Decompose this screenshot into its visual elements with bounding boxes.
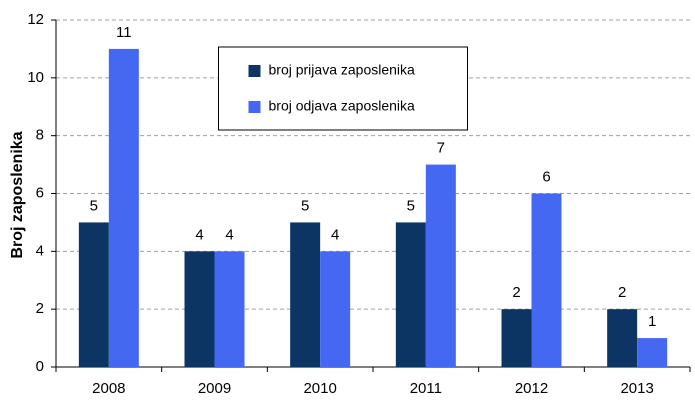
bar: [78, 222, 109, 367]
data-label: 1: [648, 313, 656, 330]
y-tick-label: 2: [36, 300, 44, 317]
bar: [214, 251, 245, 367]
x-tick-label: 2008: [92, 380, 125, 397]
bar: [637, 338, 668, 367]
x-tick-label: 2010: [303, 380, 336, 397]
data-label: 7: [437, 140, 445, 157]
x-tick-label: 2011: [410, 380, 442, 397]
y-tick-label: 8: [36, 127, 44, 144]
bar: [607, 309, 638, 367]
bar: [290, 222, 321, 367]
y-axis-label: Broj zaposlenika: [9, 131, 26, 258]
y-tick-label: 0: [36, 358, 44, 375]
bar: [501, 309, 532, 367]
y-tick-label: 12: [27, 11, 44, 28]
legend-box: [218, 46, 468, 131]
data-label: 6: [542, 168, 550, 185]
x-tick-label: 2013: [620, 380, 653, 397]
bar: [184, 251, 215, 367]
x-tick-label: 2012: [515, 380, 548, 397]
data-label: 2: [512, 284, 520, 301]
bar: [108, 48, 139, 368]
bar: [395, 222, 426, 367]
y-tick-label: 6: [36, 184, 44, 201]
legend-label: broj odjava zaposlenika: [269, 98, 416, 114]
bar: [531, 193, 562, 367]
bar: [425, 164, 456, 367]
data-label: 5: [407, 197, 415, 214]
data-label: 5: [90, 197, 98, 214]
legend-label: broj prijava zaposlenika: [269, 62, 416, 78]
bar: [320, 251, 351, 367]
y-tick-label: 10: [27, 69, 44, 86]
data-label: 11: [116, 24, 132, 41]
legend-swatch: [248, 101, 261, 113]
data-label: 4: [331, 226, 339, 243]
data-label: 4: [195, 226, 203, 243]
y-tick-label: 4: [36, 242, 44, 259]
data-label: 4: [225, 226, 233, 243]
x-tick-label: 2009: [198, 380, 231, 397]
data-label: 2: [618, 284, 626, 301]
data-label: 5: [301, 197, 309, 214]
legend-swatch: [248, 65, 261, 77]
